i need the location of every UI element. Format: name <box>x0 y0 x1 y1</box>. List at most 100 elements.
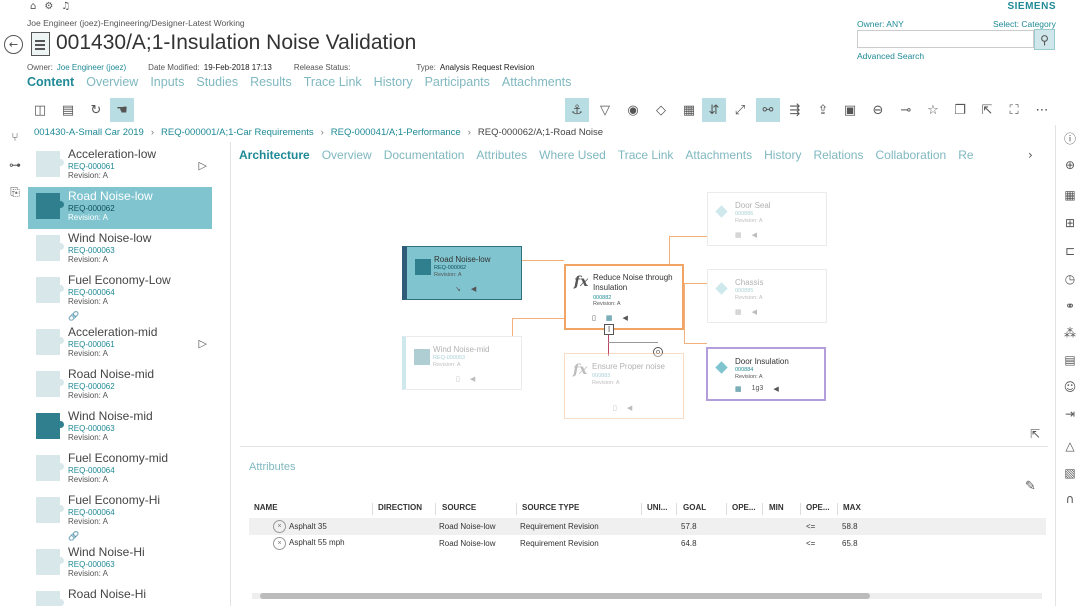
filter-icon[interactable]: ▽ <box>600 102 610 117</box>
col-header[interactable]: DIRECTION <box>378 503 422 512</box>
col-header[interactable]: MIN <box>769 503 784 512</box>
table-row[interactable]: × Asphalt 55 mph Road Noise-low Requirem… <box>249 535 1046 552</box>
node-road-noise-low[interactable]: Road Noise-low REQ-000062 Revision: A ↘ ◀ <box>402 246 522 300</box>
branch-icon[interactable]: ⊶ <box>9 158 21 172</box>
bell-icon[interactable]: ♫ <box>61 1 71 12</box>
tab-documentation[interactable]: Documentation <box>383 148 465 162</box>
clock-icon[interactable]: ◷ <box>1064 272 1076 286</box>
owner-filter[interactable]: Owner: ANY <box>857 19 904 29</box>
list-item[interactable]: Wind Noise-Hi REQ-000063 Revision: A <box>28 543 212 585</box>
tab-results[interactable]: Results <box>250 75 292 89</box>
split-icon[interactable]: ⇵ <box>702 98 726 122</box>
owner-value[interactable]: Joe Engineer (joez) <box>56 63 127 72</box>
clipboard-icon[interactable]: ▣ <box>843 102 857 117</box>
copy-icon[interactable]: ❐ <box>954 102 966 117</box>
node-door-insulation[interactable]: Door Insulation 000884 Revision: A ▦ 1g3 ◀ <box>706 347 826 401</box>
list-item[interactable]: Fuel Economy-Hi REQ-000064 Revision: A 🔗 <box>28 491 212 543</box>
scrollbar-thumb[interactable] <box>260 593 870 599</box>
pin-icon[interactable]: ⊸ <box>900 102 912 117</box>
breadcrumb-item[interactable]: 001430-A-Small Car 2019 <box>34 127 144 138</box>
tab-trace-link[interactable]: Trace Link <box>617 148 674 162</box>
home-icon[interactable]: ⌂ <box>30 1 37 12</box>
anchor-icon[interactable]: ⚓ <box>565 98 589 122</box>
tab-studies[interactable]: Studies <box>196 75 239 89</box>
col-header[interactable]: MAX <box>843 503 861 512</box>
node-chassis[interactable]: Chassis 000885 Revision: A ▦ ◀ <box>707 269 827 323</box>
tab-attributes[interactable]: Attributes <box>476 148 528 162</box>
merge-icon[interactable]: ⊏ <box>1064 244 1076 258</box>
breadcrumb-item[interactable]: REQ-000001/A;1-Car Requirements <box>161 127 314 138</box>
table-icon[interactable]: ▦ <box>682 102 696 117</box>
col-header[interactable]: OPE... <box>806 503 830 512</box>
eye-icon[interactable]: ◉ <box>627 102 639 117</box>
hand-icon[interactable]: ☚ <box>110 98 134 122</box>
list-item[interactable]: Road Noise-Hi <box>28 585 212 606</box>
fullscreen-icon[interactable]: ⛶ <box>1009 102 1019 117</box>
col-header[interactable]: GOAL <box>683 503 707 512</box>
node-door-seal[interactable]: Door Seal 000886 Revision: A ▦ ◀ <box>707 192 827 246</box>
port-icon[interactable]: o <box>653 347 663 357</box>
save-icon[interactable]: ▤ <box>61 102 75 117</box>
edit-icon[interactable]: ✎ <box>1025 479 1036 494</box>
col-header[interactable]: NAME <box>254 503 278 512</box>
info-icon[interactable]: ⓘ <box>1063 131 1076 146</box>
collapse-left-icon[interactable]: ◀ <box>751 309 758 316</box>
refresh-icon[interactable]: ↻ <box>90 102 102 117</box>
collapse-left-icon[interactable]: ◀ <box>622 315 628 322</box>
back-button[interactable]: ← <box>4 35 23 54</box>
tab-overview[interactable]: Overview <box>86 75 139 89</box>
play-icon[interactable]: ▷ <box>198 160 207 172</box>
more-icon[interactable]: ⋯ <box>1035 102 1049 117</box>
tab-architecture[interactable]: Architecture <box>239 148 310 162</box>
tab-participants[interactable]: Participants <box>424 75 490 89</box>
breadcrumb-item[interactable]: REQ-000041/A;1-Performance <box>330 127 461 138</box>
port-icon[interactable]: I <box>604 324 614 335</box>
list-item[interactable]: Acceleration-low REQ-000061 Revision: A … <box>28 145 212 187</box>
collapse-left-icon[interactable]: ◀ <box>751 232 758 239</box>
tab-where-used[interactable]: Where Used <box>539 148 606 162</box>
collapse-left-icon[interactable]: ◀ <box>469 376 476 383</box>
table-row[interactable]: × Asphalt 35 Road Noise-low Requirement … <box>249 518 1046 535</box>
arc-icon[interactable]: ∩ <box>1065 492 1075 506</box>
col-header[interactable]: OPE... <box>732 503 756 512</box>
list-item[interactable]: Wind Noise-low REQ-000063 Revision: A <box>28 229 212 271</box>
list-item[interactable]: Road Noise-mid REQ-000062 Revision: A <box>28 365 212 407</box>
chevron-right-icon[interactable]: › <box>1028 148 1033 162</box>
list-item-selected[interactable]: Road Noise-low REQ-000062 Revision: A <box>28 187 212 229</box>
list-item[interactable]: Acceleration-mid REQ-000061 Revision: A … <box>28 323 212 365</box>
exit-icon[interactable]: ⇥ <box>1064 407 1076 421</box>
collapse-corner-icon[interactable]: ⇱ <box>1030 427 1041 441</box>
collapse-left-icon[interactable]: ◀ <box>626 405 633 412</box>
link-icon[interactable]: ⚭ <box>1064 299 1076 313</box>
tab-attachments[interactable]: Attachments <box>685 148 753 162</box>
tab-inputs[interactable]: Inputs <box>150 75 185 89</box>
list-item[interactable]: Fuel Economy-Low REQ-000064 Revision: A … <box>28 271 212 323</box>
bookmark-icon[interactable]: ⎘ <box>10 184 20 199</box>
layout-icon[interactable]: ◫ <box>33 102 47 117</box>
user-context[interactable]: Joe Engineer (joez)-Engineering/Designer… <box>27 18 245 28</box>
list-item[interactable]: Fuel Economy-mid REQ-000064 Revision: A <box>28 449 212 491</box>
tab-attachments[interactable]: Attachments <box>501 75 572 89</box>
tab-relations[interactable]: Relations <box>813 148 864 162</box>
star-icon[interactable]: ☆ <box>927 102 939 117</box>
node-ensure-proper-noise[interactable]: fx Ensure Proper noise 000883 Revision: … <box>564 353 684 419</box>
tab-overview[interactable]: Overview <box>321 148 372 162</box>
node-reduce-noise[interactable]: fx Reduce Noise through Insulation 000882… <box>564 264 684 330</box>
col-header[interactable]: UNI... <box>647 503 668 512</box>
tab-trace-link[interactable]: Trace Link <box>303 75 362 89</box>
advanced-search-link[interactable]: Advanced Search <box>857 51 925 61</box>
collapse-left-icon[interactable]: ◀ <box>773 386 779 393</box>
tree-icon[interactable]: ⑂ <box>11 130 19 144</box>
node-wind-noise-mid[interactable]: Wind Noise-mid REQ-000063 Revision: A ▯ ◀ <box>402 336 522 390</box>
structure-icon[interactable]: ⁂ <box>1064 326 1076 340</box>
expand-icon[interactable]: ⤢ <box>734 102 746 117</box>
report-icon[interactable]: ▧ <box>1064 466 1076 480</box>
search-input[interactable] <box>857 30 1034 48</box>
tab-history[interactable]: History <box>373 75 413 89</box>
architecture-diagram[interactable]: Road Noise-low REQ-000062 Revision: A ↘ ◀… <box>232 168 1048 446</box>
search-button[interactable]: ⚲ <box>1034 29 1055 50</box>
gear-icon[interactable]: ⚙ <box>44 1 54 12</box>
connect-icon[interactable]: ⚯ <box>756 98 780 122</box>
table-icon[interactable]: ▤ <box>1064 353 1076 367</box>
tab-collaboration[interactable]: Collaboration <box>875 148 947 162</box>
